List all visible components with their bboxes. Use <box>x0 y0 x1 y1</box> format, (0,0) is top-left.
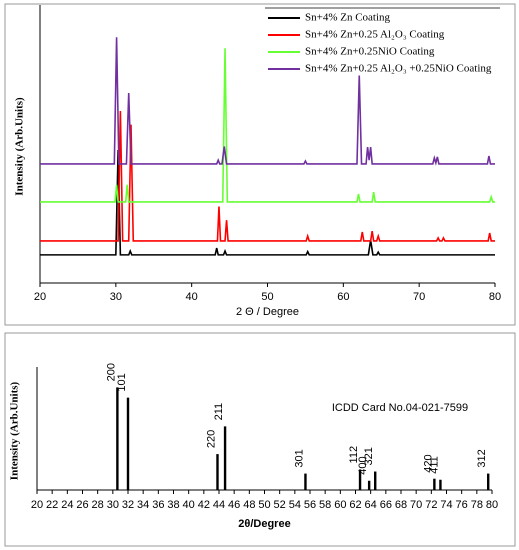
x-tick-label: 30 <box>110 291 122 303</box>
x-axis-label: 2 Θ / Degree <box>236 306 299 318</box>
x-tick-label: 60 <box>334 499 346 511</box>
stick <box>126 397 130 490</box>
stick <box>116 387 119 490</box>
legend-label: Sn+4% Zn Coating <box>305 12 391 24</box>
y-axis-label: Intensity (Arb.Units) <box>9 381 21 480</box>
x-tick-label: 68 <box>395 499 407 511</box>
x-tick-label: 76 <box>456 499 468 511</box>
panel-frame <box>4 332 516 547</box>
x-tick-label: 64 <box>365 499 377 511</box>
x-tick-label: 58 <box>319 499 331 511</box>
x-tick-label: 54 <box>289 499 301 511</box>
x-tick-label: 62 <box>349 499 361 511</box>
x-tick-label: 72 <box>425 499 437 511</box>
peak-label: 400 <box>357 456 369 474</box>
x-tick-label: 24 <box>61 499 73 511</box>
peak-label: 411 <box>428 456 440 474</box>
x-tick-label: 42 <box>198 499 210 511</box>
x-tick-label: 20 <box>31 499 43 511</box>
x-tick-label: 36 <box>152 499 164 511</box>
x-tick-label: 30 <box>107 499 119 511</box>
x-tick-label: 60 <box>337 291 349 303</box>
peak-label: 301 <box>293 449 305 467</box>
legend-label: Sn+4% Zn+0.25 Al₂O₃ Coating <box>305 29 445 41</box>
x-tick-label: 32 <box>122 499 134 511</box>
x-tick-label: 70 <box>410 499 422 511</box>
x-tick-label: 34 <box>137 499 149 511</box>
annotation: ICDD Card No.04-021-7599 <box>332 402 468 414</box>
x-tick-label: 74 <box>440 499 452 511</box>
x-tick-label: 48 <box>243 499 255 511</box>
x-tick-label: 80 <box>486 499 498 511</box>
stick <box>439 479 442 490</box>
legend-label: Sn+4% Zn+0.25 Al₂O₃ +0.25NiO Coating <box>305 63 492 75</box>
x-tick-label: 46 <box>228 499 240 511</box>
xrd-line <box>40 150 495 256</box>
x-tick-label: 52 <box>274 499 286 511</box>
peak-label: 211 <box>213 403 225 421</box>
x-axis-label: 2θ/Degree <box>238 518 290 530</box>
xrd-line <box>40 37 495 166</box>
x-tick-label: 20 <box>34 291 46 303</box>
stick <box>433 478 436 490</box>
x-tick-label: 40 <box>186 291 198 303</box>
x-tick-label: 66 <box>380 499 392 511</box>
xrd-line <box>40 110 495 242</box>
peak-label: 321 <box>363 447 375 465</box>
stick <box>358 469 362 490</box>
peak-label: 220 <box>205 430 217 448</box>
x-tick-label: 50 <box>258 499 270 511</box>
x-tick-label: 40 <box>183 499 195 511</box>
x-tick-label: 26 <box>76 499 88 511</box>
stick <box>367 480 371 490</box>
x-tick-label: 78 <box>471 499 483 511</box>
stick <box>374 471 377 490</box>
x-tick-label: 38 <box>167 499 179 511</box>
x-tick-label: 80 <box>489 291 501 303</box>
panel-frame <box>4 3 516 326</box>
legend-label: Sn+4% Zn+0.25NiO Coating <box>305 46 435 58</box>
peak-label: 200 <box>105 363 117 381</box>
stick <box>216 454 219 490</box>
x-tick-label: 22 <box>46 499 58 511</box>
peak-label: 420 <box>422 454 434 472</box>
peak-label: 101 <box>116 373 128 391</box>
peak-label: 312 <box>476 449 488 467</box>
stick <box>487 473 490 490</box>
x-tick-label: 44 <box>213 499 225 511</box>
peak-label: 112 <box>348 446 360 464</box>
y-axis-label: Intensity (Arb.Units) <box>14 97 26 196</box>
x-tick-label: 28 <box>92 499 104 511</box>
x-tick-label: 70 <box>413 291 425 303</box>
x-tick-label: 50 <box>261 291 273 303</box>
stick <box>304 473 307 490</box>
x-tick-label: 56 <box>304 499 316 511</box>
xrd-line <box>40 48 495 203</box>
stick <box>223 426 227 490</box>
